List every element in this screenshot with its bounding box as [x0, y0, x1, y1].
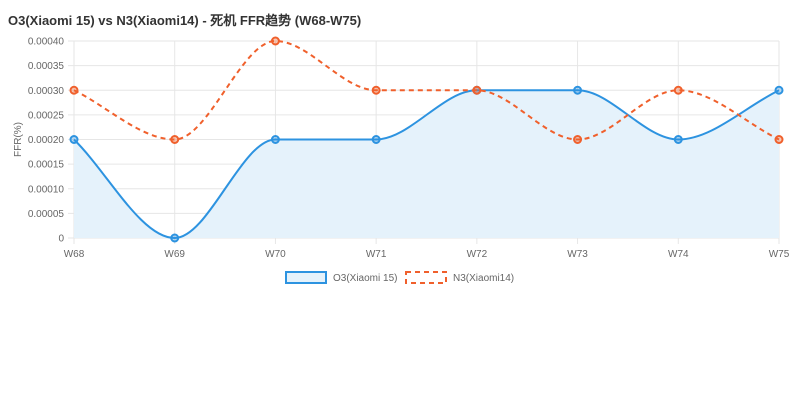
- x-tick-label: W75: [769, 249, 790, 260]
- series-0-point-w70: [270, 135, 280, 144]
- y-tick-label: 0.00040: [28, 37, 65, 48]
- series-1-point-w69: [170, 135, 180, 144]
- series-1-point-w73: [573, 135, 583, 144]
- y-tick-label: 0.00010: [28, 184, 65, 195]
- series-0-point-w69: [170, 233, 180, 243]
- x-tick-label: W68: [64, 249, 85, 260]
- series-1-line: [73, 39, 780, 141]
- series-1-point-w70: [270, 36, 280, 46]
- series-0-point-w74: [673, 135, 683, 144]
- y-tick-label: 0.00025: [28, 110, 65, 121]
- series-1-point-w68: [69, 85, 79, 95]
- x-tick-label: W70: [265, 249, 286, 260]
- y-tick-label: 0.00015: [28, 160, 65, 171]
- x-tick-label: W72: [467, 249, 488, 260]
- y-tick-label: 0.00030: [28, 86, 65, 97]
- legend-label-series-1: N3(Xiaomi14): [453, 273, 514, 284]
- series-1-point-w71: [371, 85, 381, 95]
- series-0-point-w73: [573, 85, 583, 95]
- series-1-point-w74: [673, 85, 683, 95]
- y-tick-label: 0.00020: [28, 135, 65, 146]
- legend-swatch-series-0: [285, 271, 327, 284]
- series-1-point-w72: [472, 85, 482, 95]
- y-tick-label: 0.00035: [28, 61, 65, 72]
- series-0-area: [74, 90, 779, 238]
- series-0-line: [73, 89, 780, 240]
- y-axis-label: FFR(%): [13, 122, 24, 157]
- x-tick-label: W71: [366, 249, 387, 260]
- chart-title: O3(Xiaomi 15) vs N3(Xiaomi14) - 死机 FFR趋势…: [8, 13, 362, 28]
- series-0-point-w71: [371, 135, 381, 144]
- series-1-point-w75: [774, 135, 784, 144]
- legend-label-series-0: O3(Xiaomi 15): [333, 273, 397, 284]
- x-tick-label: W69: [164, 249, 185, 260]
- legend-swatch-series-1: [405, 271, 447, 284]
- series-0-point-w68: [69, 135, 79, 144]
- y-tick-label: 0.00005: [28, 209, 65, 220]
- y-tick-label: 0: [58, 234, 64, 245]
- x-tick-label: W73: [567, 249, 588, 260]
- series-0-point-w75: [774, 85, 784, 95]
- x-tick-label: W74: [668, 249, 689, 260]
